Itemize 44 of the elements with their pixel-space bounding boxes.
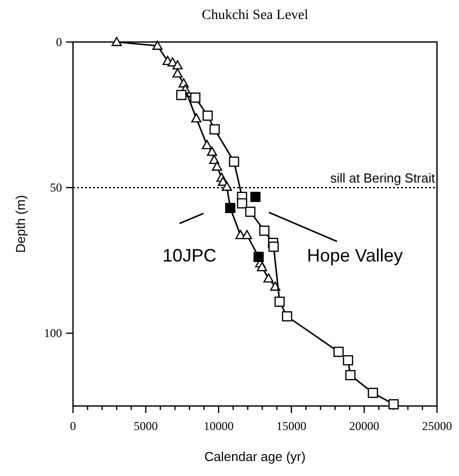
x-tick-label: 10000 [204, 419, 234, 433]
point [190, 92, 200, 103]
point [263, 273, 274, 283]
point [172, 60, 183, 70]
y-tick-label: 0 [56, 35, 62, 49]
x-tick-label: 0 [70, 419, 76, 433]
point [206, 146, 218, 156]
point [250, 192, 261, 202]
x-tick-label: 20000 [349, 419, 380, 433]
point [212, 162, 222, 171]
x-tick-label: 15000 [276, 419, 306, 433]
point [172, 68, 183, 78]
chart-title: Chukchi Sea Level [202, 8, 308, 23]
point [245, 206, 256, 217]
point [259, 226, 270, 236]
point [268, 242, 279, 252]
point [222, 182, 232, 191]
point [202, 110, 213, 121]
x-tick-label: 5000 [134, 419, 158, 433]
annotation: 10JPC [162, 245, 217, 266]
y-axis-title: Depth (m) [13, 195, 28, 253]
point [333, 346, 344, 357]
point [282, 311, 292, 322]
point [176, 90, 186, 100]
point [388, 399, 399, 410]
point [236, 198, 248, 208]
x-tick-label: 25000 [422, 419, 452, 433]
point [274, 296, 285, 307]
point [210, 124, 220, 134]
point [228, 156, 240, 167]
point [256, 262, 268, 272]
point [202, 140, 212, 150]
ref-line-label: sill at Bering Strait [330, 170, 436, 186]
y-tick-label: 100 [44, 326, 62, 340]
point [345, 370, 356, 380]
point [368, 388, 378, 398]
point [242, 230, 252, 240]
point [112, 36, 122, 46]
x-axis-title: Calendar age (yr) [204, 449, 306, 464]
point [191, 113, 202, 122]
point [152, 40, 163, 50]
y-tick-label: 50 [50, 180, 62, 195]
annotation: Hope Valley [307, 245, 403, 266]
point [342, 355, 354, 366]
